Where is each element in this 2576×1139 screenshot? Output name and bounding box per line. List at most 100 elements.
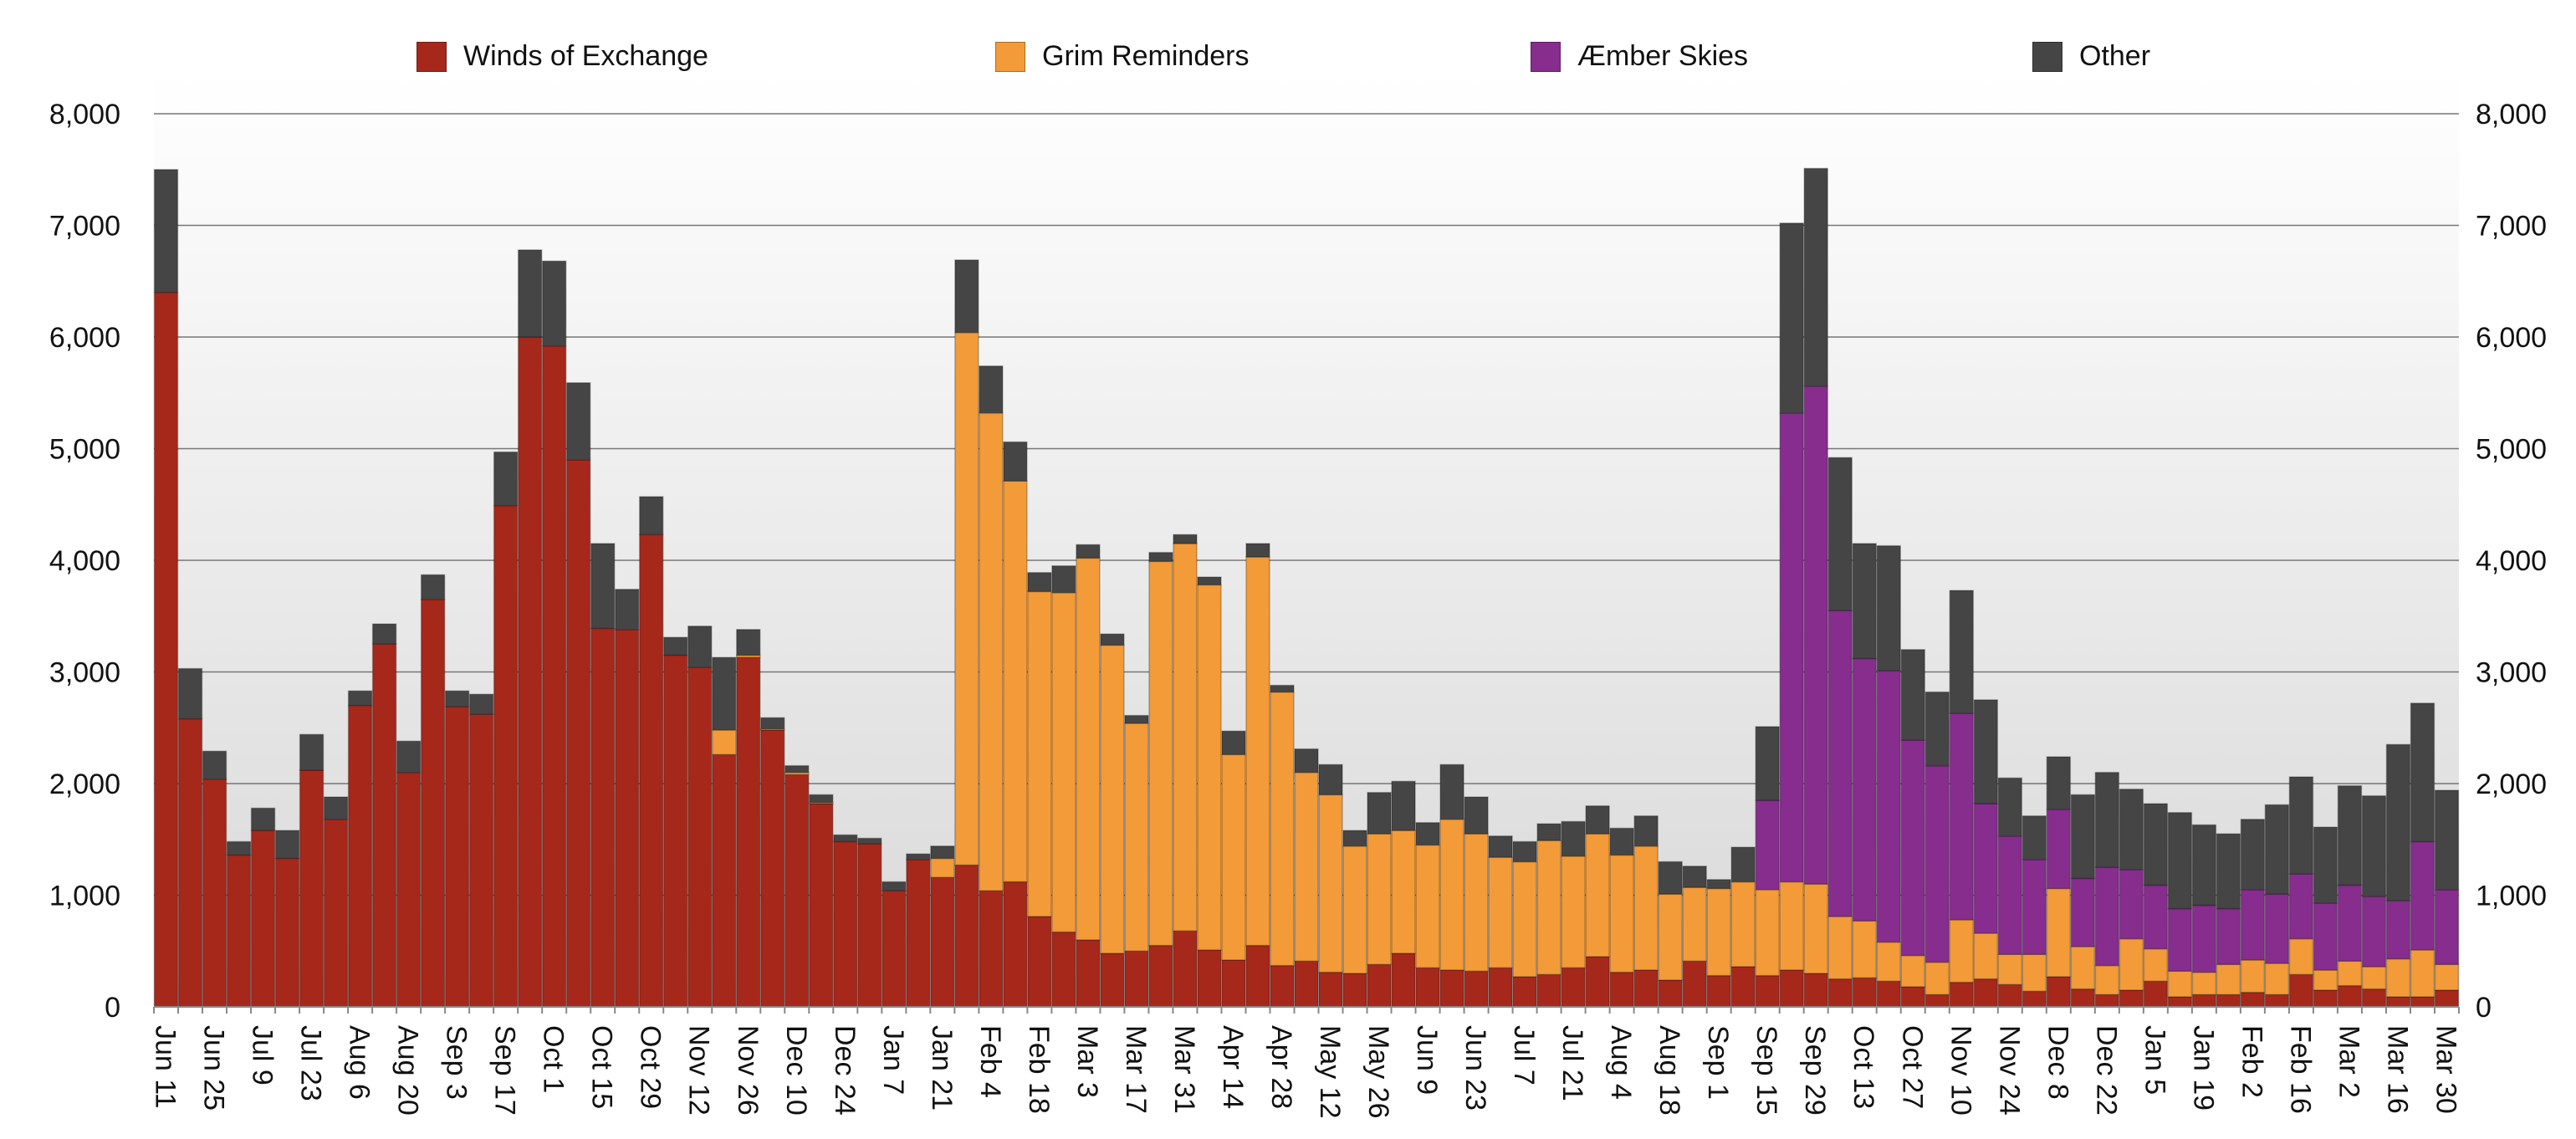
bar-segment--mber-skies bbox=[2410, 840, 2435, 951]
bar-segment-grim-reminders bbox=[2434, 963, 2460, 991]
bar-segment-other bbox=[882, 881, 907, 891]
bar-segment-grim-reminders bbox=[1051, 591, 1076, 933]
bar-segment-winds-of-exchange bbox=[2337, 984, 2363, 1008]
legend-item-grim-reminders[interactable]: Grim Reminders bbox=[995, 40, 1249, 73]
legend-item-amber-skies[interactable]: Æmber Skies bbox=[1531, 40, 1748, 73]
bar-segment-other bbox=[2143, 803, 2169, 886]
bar-segment-winds-of-exchange bbox=[1294, 960, 1319, 1008]
bar-segment-other bbox=[1488, 835, 1513, 858]
bar-segment-winds-of-exchange bbox=[1076, 939, 1101, 1008]
bar-segment-winds-of-exchange bbox=[954, 864, 979, 1008]
bar-segment-other bbox=[1585, 804, 1610, 835]
bar-segment-winds-of-exchange bbox=[1173, 930, 1198, 1008]
bar-segment-other bbox=[1803, 167, 1828, 387]
bar-segment-other bbox=[1197, 576, 1222, 586]
bar-segment-other bbox=[250, 807, 276, 831]
bar-segment-other bbox=[1076, 544, 1101, 559]
bar-segment-other bbox=[1318, 764, 1343, 796]
bar-segment-winds-of-exchange bbox=[2410, 996, 2435, 1008]
bar-segment-grim-reminders bbox=[1100, 644, 1125, 954]
bar-segment-grim-reminders bbox=[1197, 584, 1222, 951]
bar-segment-winds-of-exchange bbox=[517, 336, 543, 1008]
bar-segment-grim-reminders bbox=[1439, 818, 1464, 971]
bar-segment-winds-of-exchange bbox=[2240, 991, 2266, 1008]
bar-segment-winds-of-exchange bbox=[1585, 956, 1610, 1008]
bar-segment-other bbox=[1415, 821, 1440, 846]
x-tick-label: Oct 13 bbox=[1848, 1025, 1879, 1109]
legend-item-other[interactable]: Other bbox=[2032, 40, 2150, 73]
bar-segment-other bbox=[833, 834, 858, 843]
bar-segment-other bbox=[736, 629, 761, 656]
x-tick-label: Jun 23 bbox=[1459, 1025, 1491, 1111]
bar-segment-grim-reminders bbox=[1318, 794, 1343, 973]
bar-segment--mber-skies bbox=[2288, 873, 2314, 940]
bar-segment-other bbox=[2288, 776, 2314, 875]
bar-segment-winds-of-exchange bbox=[493, 504, 519, 1008]
y-tick-label-left: 8,000 bbox=[49, 99, 120, 130]
legend-label: Winds of Exchange bbox=[463, 40, 708, 72]
bar-segment-winds-of-exchange bbox=[2361, 988, 2387, 1008]
bar-segment-grim-reminders bbox=[1973, 932, 1999, 980]
y-tick-label-left: 6,000 bbox=[49, 322, 120, 354]
bar-segment-other bbox=[444, 690, 470, 707]
bar-segment-grim-reminders bbox=[1464, 833, 1489, 973]
bar-segment-grim-reminders bbox=[1148, 560, 1173, 947]
bar-segment-winds-of-exchange bbox=[1755, 974, 1780, 1008]
bar-segment--mber-skies bbox=[1755, 799, 1780, 891]
bar-segment-other bbox=[323, 796, 349, 820]
bar-segment-other bbox=[2434, 789, 2460, 891]
bar-segment-other bbox=[202, 750, 227, 780]
x-tick-label: May 26 bbox=[1362, 1025, 1394, 1119]
bar-segment-grim-reminders bbox=[2094, 964, 2120, 996]
bar-segment-grim-reminders bbox=[2191, 971, 2217, 996]
bar-segment-other bbox=[153, 169, 179, 294]
y-tick-label-right: 2,000 bbox=[2476, 769, 2547, 800]
x-tick-label: Dec 24 bbox=[829, 1025, 861, 1116]
bar-segment-winds-of-exchange bbox=[1706, 974, 1731, 1008]
y-tick-label-left: 2,000 bbox=[49, 769, 120, 800]
x-tick-label: Nov 26 bbox=[732, 1025, 764, 1116]
bar-segment-other bbox=[2385, 743, 2411, 901]
bar-segment-other bbox=[1730, 846, 1756, 883]
legend-item-winds-of-exchange[interactable]: Winds of Exchange bbox=[417, 40, 708, 73]
x-tick-label: Sep 1 bbox=[1702, 1025, 1734, 1100]
x-tick-label: Aug 18 bbox=[1653, 1025, 1685, 1116]
legend-label: Other bbox=[2079, 40, 2151, 72]
x-tick-label: Oct 29 bbox=[635, 1025, 667, 1109]
bar-segment--mber-skies bbox=[2240, 889, 2266, 961]
x-tick-label: Mar 3 bbox=[1071, 1025, 1103, 1098]
bar-segment-other bbox=[857, 837, 882, 845]
bar-segment-grim-reminders bbox=[809, 801, 834, 804]
bar-segment-other bbox=[2216, 833, 2241, 910]
bar-segment-winds-of-exchange bbox=[1221, 959, 1246, 1008]
bar-segment-winds-of-exchange bbox=[1536, 973, 1561, 1008]
bar-segment-grim-reminders bbox=[930, 857, 955, 878]
bar-segment-grim-reminders bbox=[1682, 886, 1707, 963]
y-tick-label-right: 8,000 bbox=[2476, 99, 2547, 130]
bar-segment-other bbox=[2167, 811, 2193, 910]
bar-segment--mber-skies bbox=[2385, 900, 2411, 960]
bar-segment-winds-of-exchange bbox=[1318, 971, 1343, 1008]
x-tick-label: Aug 6 bbox=[344, 1025, 376, 1100]
bar-segment-grim-reminders bbox=[760, 728, 785, 731]
bar-segment-other bbox=[2094, 771, 2120, 868]
bar-segment-winds-of-exchange bbox=[2191, 993, 2217, 1008]
x-tick-label: Dec 8 bbox=[2042, 1025, 2073, 1100]
bar-segment--mber-skies bbox=[2361, 896, 2387, 968]
x-tick-label: Mar 2 bbox=[2333, 1025, 2364, 1098]
bar-segment-winds-of-exchange bbox=[2313, 989, 2338, 1008]
bar-segment-other bbox=[1536, 823, 1561, 841]
bar-segment-other bbox=[930, 845, 955, 860]
bar-segment-other bbox=[274, 830, 300, 860]
x-tick-label: Jun 9 bbox=[1411, 1025, 1443, 1095]
bar-segment--mber-skies bbox=[1827, 610, 1853, 917]
bar-segment-grim-reminders bbox=[2021, 953, 2047, 993]
bar-segment-grim-reminders bbox=[1997, 953, 2023, 986]
bar-segment-other bbox=[760, 717, 785, 730]
bar-segment-winds-of-exchange bbox=[396, 771, 422, 1008]
bar-segment-other bbox=[1173, 534, 1198, 544]
legend-swatch bbox=[995, 41, 1025, 72]
y-tick-label-left: 1,000 bbox=[49, 881, 120, 912]
bar-segment-winds-of-exchange bbox=[226, 854, 252, 1008]
y-tick-label-right: 1,000 bbox=[2476, 881, 2547, 912]
